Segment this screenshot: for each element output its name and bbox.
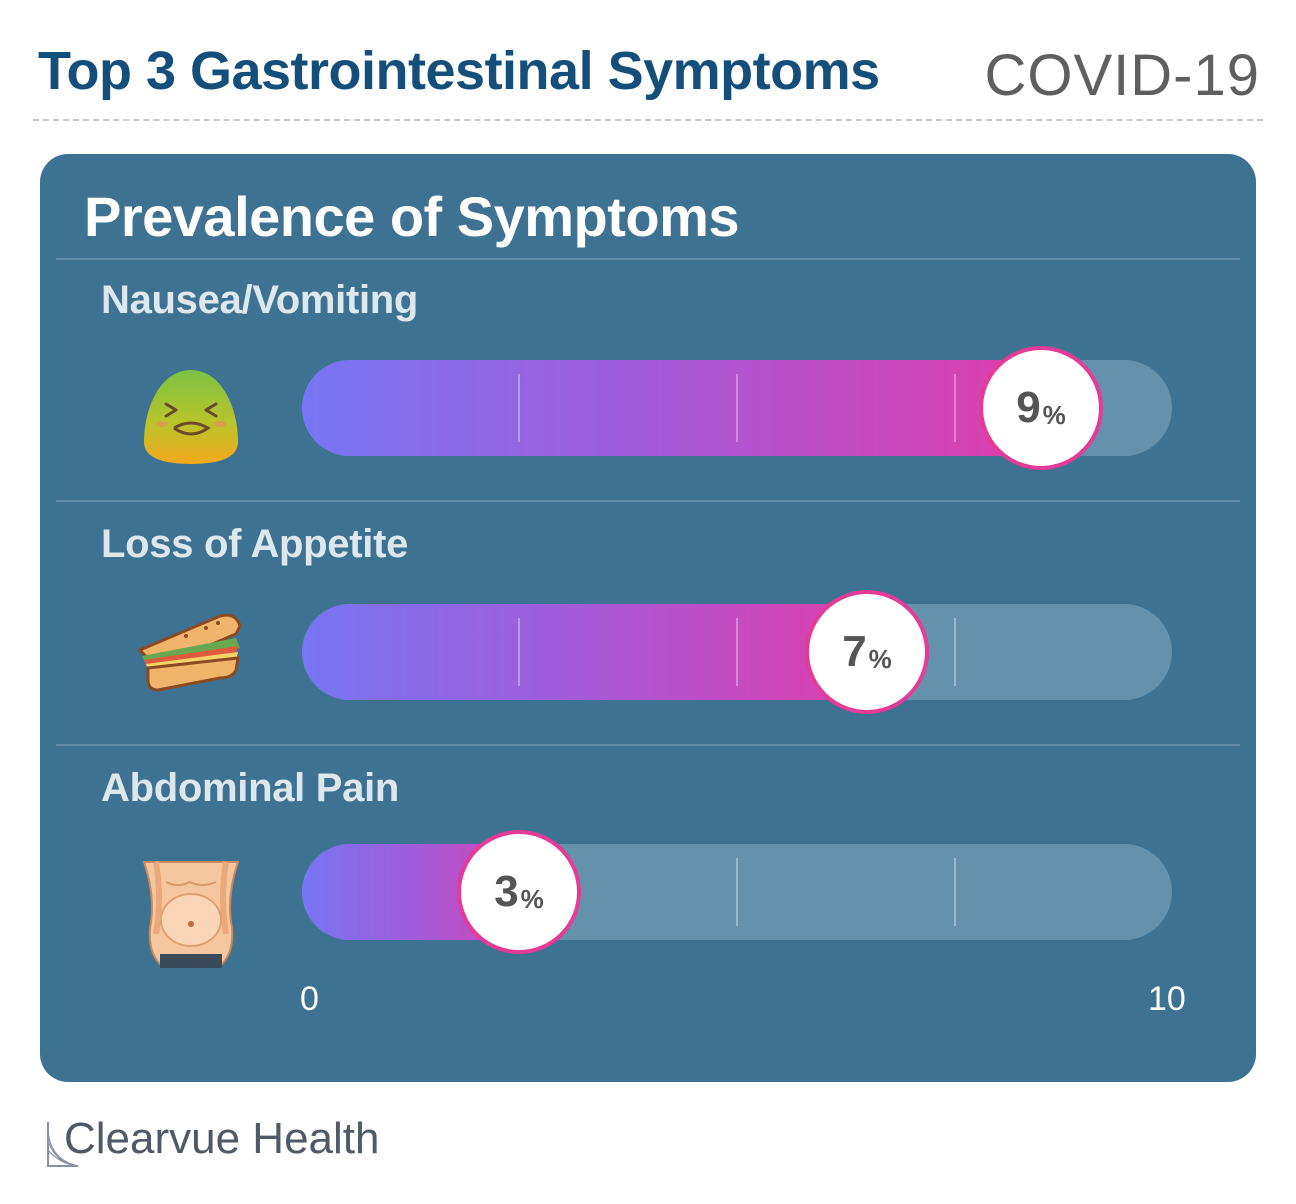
grid-tick xyxy=(518,374,520,442)
bar-track xyxy=(302,604,1172,700)
row-divider xyxy=(56,744,1240,746)
grid-tick xyxy=(736,618,738,686)
symptom-row: Nausea/Vomiting 9% xyxy=(40,278,1256,518)
symptom-row: Loss of Appetite 7% xyxy=(40,522,1256,762)
grid-tick xyxy=(954,618,956,686)
data-label-unit: % xyxy=(520,883,544,914)
header: Top 3 Gastrointestinal Symptoms COVID-19 xyxy=(38,40,1260,114)
stomach-icon xyxy=(142,861,240,968)
symptom-row: Abdominal Pain 3% xyxy=(40,766,1256,1006)
data-label: 7 xyxy=(842,627,867,676)
chart-panel: Prevalence of Symptoms Nausea/Vomiting xyxy=(40,154,1256,1082)
grid-tick xyxy=(954,374,956,442)
nauseated-face-icon xyxy=(144,370,238,464)
chart-title: Prevalence of Symptoms xyxy=(84,185,740,248)
value-marker: 7% xyxy=(805,590,929,714)
grid-tick xyxy=(954,858,956,926)
bar-track xyxy=(302,844,1172,940)
grid-tick xyxy=(518,618,520,686)
row-divider xyxy=(56,258,1240,260)
data-label: 3 xyxy=(494,867,519,916)
bar-fill xyxy=(302,360,1085,456)
value-marker: 3% xyxy=(457,830,581,954)
data-label: 9 xyxy=(1016,383,1041,432)
row-divider xyxy=(56,500,1240,502)
x-tick-label-max: 10 xyxy=(1148,980,1186,1018)
header-divider xyxy=(33,119,1263,121)
value-marker: 9% xyxy=(979,346,1103,470)
data-label-unit: % xyxy=(1042,399,1066,430)
grid-tick xyxy=(736,858,738,926)
row-label: Abdominal Pain xyxy=(101,766,400,810)
clearvue-logo-icon xyxy=(47,1122,79,1167)
data-label-unit: % xyxy=(868,643,892,674)
row-label: Nausea/Vomiting xyxy=(101,278,419,322)
page-subtitle: COVID-19 xyxy=(984,43,1260,108)
grid-tick xyxy=(736,374,738,442)
sandwich-icon xyxy=(137,613,242,692)
x-tick-label-min: 0 xyxy=(300,980,319,1018)
page-title: Top 3 Gastrointestinal Symptoms xyxy=(38,41,880,101)
brand-name: Clearvue Health xyxy=(64,1114,380,1163)
row-label: Loss of Appetite xyxy=(101,522,409,566)
